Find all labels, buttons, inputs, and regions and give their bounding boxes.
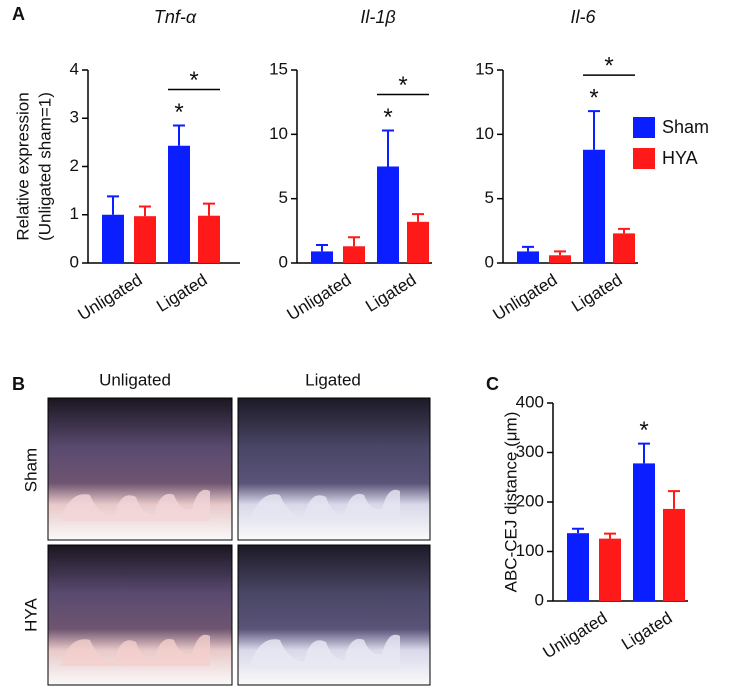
x-tick-label: Ligated bbox=[362, 270, 419, 316]
y-tick-label: 0 bbox=[279, 252, 288, 271]
bar bbox=[311, 251, 333, 263]
x-tick-label: Unligated bbox=[75, 270, 146, 324]
y-tick-label: 100 bbox=[516, 541, 544, 560]
y-tick-label: 3 bbox=[70, 108, 79, 127]
y-tick-label: 10 bbox=[269, 124, 288, 143]
error-bar bbox=[107, 195, 119, 215]
photo bbox=[237, 397, 431, 541]
y-tick-label: 1 bbox=[70, 204, 79, 223]
y-tick-label: 0 bbox=[70, 252, 79, 271]
error-bar bbox=[668, 490, 680, 509]
bar bbox=[407, 221, 429, 263]
error-bar bbox=[382, 129, 394, 167]
photo bbox=[47, 544, 233, 686]
error-bar bbox=[618, 227, 630, 234]
bar bbox=[549, 255, 571, 263]
bar bbox=[134, 216, 156, 263]
bar bbox=[599, 538, 621, 601]
significance-marker: * bbox=[398, 72, 407, 99]
photo bbox=[237, 544, 431, 686]
bar bbox=[168, 145, 190, 263]
significance-marker: * bbox=[604, 53, 613, 80]
y-axis-label: ABC-CEJ distance (μm) bbox=[501, 412, 520, 593]
photo-row-label: Sham bbox=[21, 448, 40, 492]
legend-swatch bbox=[633, 148, 655, 169]
bar bbox=[102, 214, 124, 263]
x-tick-label: Ligated bbox=[153, 270, 210, 316]
bar bbox=[198, 215, 220, 263]
panel-label: B bbox=[12, 374, 25, 394]
error-bar bbox=[554, 250, 566, 256]
significance-marker: * bbox=[189, 67, 198, 94]
x-tick-label: Unligated bbox=[490, 270, 561, 324]
y-tick-label: 4 bbox=[70, 59, 79, 78]
bar bbox=[517, 251, 539, 263]
photo bbox=[47, 397, 233, 541]
panel-label: C bbox=[486, 374, 499, 394]
error-bar bbox=[412, 213, 424, 222]
photo-column-label: Ligated bbox=[305, 370, 361, 389]
error-bar bbox=[203, 202, 215, 216]
significance-marker: * bbox=[383, 104, 392, 131]
bar bbox=[377, 166, 399, 263]
y-tick-label: 5 bbox=[279, 188, 288, 207]
y-tick-label: 0 bbox=[485, 252, 494, 271]
x-tick-label: Ligated bbox=[568, 270, 625, 316]
significance-marker: * bbox=[589, 85, 598, 112]
error-bar bbox=[572, 527, 584, 534]
y-tick-label: 400 bbox=[516, 392, 544, 411]
x-tick-label: Unligated bbox=[284, 270, 355, 324]
bar bbox=[567, 533, 589, 601]
chart-title: Tnf-α bbox=[154, 7, 197, 27]
legend-label: Sham bbox=[662, 117, 709, 137]
significance-marker: * bbox=[639, 417, 648, 444]
y-tick-label: 300 bbox=[516, 442, 544, 461]
error-bar bbox=[588, 110, 600, 150]
error-bar bbox=[522, 245, 534, 252]
bar bbox=[663, 508, 685, 601]
y-tick-label: 10 bbox=[475, 124, 494, 143]
y-tick-label: 200 bbox=[516, 491, 544, 510]
chart-title: Il-6 bbox=[570, 7, 596, 27]
error-bar bbox=[139, 205, 151, 217]
error-bar bbox=[316, 243, 328, 252]
y-tick-label: 2 bbox=[70, 156, 79, 175]
bar bbox=[633, 463, 655, 601]
error-bar bbox=[604, 532, 616, 539]
error-bar bbox=[173, 124, 185, 146]
error-bar bbox=[348, 236, 360, 247]
bar bbox=[343, 246, 365, 263]
bar bbox=[613, 233, 635, 263]
x-tick-label: Unligated bbox=[540, 608, 611, 662]
y-tick-label: 0 bbox=[535, 590, 544, 609]
y-axis-label: (Unligated sham=1) bbox=[35, 92, 54, 241]
y-axis-label: Relative expression bbox=[13, 92, 32, 240]
legend-swatch bbox=[633, 117, 655, 138]
panel-label: A bbox=[12, 4, 25, 24]
photo-column-label: Unligated bbox=[99, 370, 171, 389]
y-tick-label: 15 bbox=[475, 59, 494, 78]
y-tick-label: 15 bbox=[269, 59, 288, 78]
error-bar bbox=[638, 442, 650, 464]
chart-title: Il-1β bbox=[360, 7, 395, 27]
significance-marker: * bbox=[174, 99, 183, 126]
bar bbox=[583, 149, 605, 263]
x-tick-label: Ligated bbox=[618, 608, 675, 654]
photo-row-label: HYA bbox=[21, 597, 40, 631]
y-tick-label: 5 bbox=[485, 188, 494, 207]
legend-label: HYA bbox=[662, 148, 698, 168]
